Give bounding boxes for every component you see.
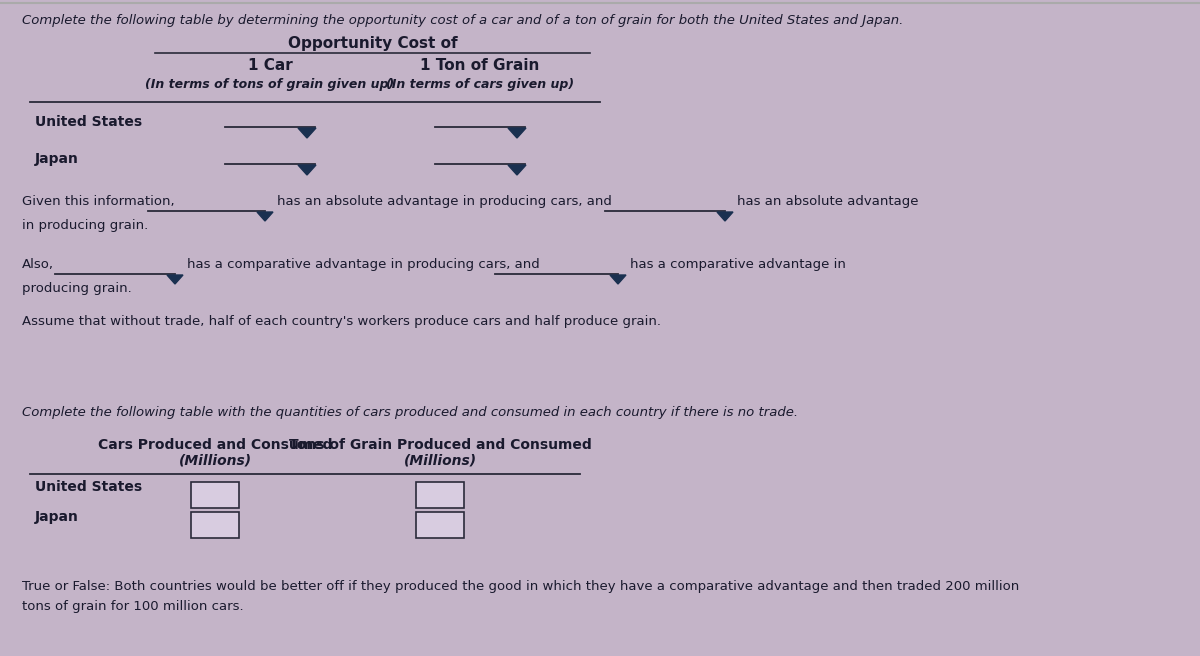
Text: Tons of Grain Produced and Consumed: Tons of Grain Produced and Consumed bbox=[289, 438, 592, 452]
Text: has a comparative advantage in: has a comparative advantage in bbox=[630, 258, 846, 271]
Polygon shape bbox=[610, 275, 626, 284]
Text: (Millions): (Millions) bbox=[403, 454, 476, 468]
Text: Also,: Also, bbox=[22, 258, 54, 271]
Text: producing grain.: producing grain. bbox=[22, 282, 132, 295]
Polygon shape bbox=[298, 128, 316, 138]
Text: in producing grain.: in producing grain. bbox=[22, 219, 149, 232]
Text: has an absolute advantage: has an absolute advantage bbox=[737, 195, 918, 208]
Polygon shape bbox=[167, 275, 182, 284]
Bar bbox=[191, 482, 239, 508]
Polygon shape bbox=[508, 165, 526, 175]
Polygon shape bbox=[718, 212, 733, 221]
Polygon shape bbox=[257, 212, 274, 221]
Text: True or False: Both countries would be better off if they produced the good in w: True or False: Both countries would be b… bbox=[22, 580, 1019, 593]
Text: Complete the following table by determining the opportunity cost of a car and of: Complete the following table by determin… bbox=[22, 14, 904, 27]
Text: Cars Produced and Consumed: Cars Produced and Consumed bbox=[97, 438, 332, 452]
Polygon shape bbox=[298, 165, 316, 175]
Text: tons of grain for 100 million cars.: tons of grain for 100 million cars. bbox=[22, 600, 244, 613]
Bar bbox=[416, 482, 464, 508]
Bar bbox=[416, 512, 464, 538]
Text: Japan: Japan bbox=[35, 152, 79, 166]
Text: Japan: Japan bbox=[35, 510, 79, 524]
Text: (In terms of tons of grain given up): (In terms of tons of grain given up) bbox=[145, 78, 395, 91]
Text: Opportunity Cost of: Opportunity Cost of bbox=[288, 36, 457, 51]
Text: 1 Car: 1 Car bbox=[247, 58, 293, 73]
Text: 1 Ton of Grain: 1 Ton of Grain bbox=[420, 58, 540, 73]
Text: United States: United States bbox=[35, 115, 142, 129]
Text: Given this information,: Given this information, bbox=[22, 195, 175, 208]
Text: (Millions): (Millions) bbox=[179, 454, 252, 468]
Text: (In terms of cars given up): (In terms of cars given up) bbox=[386, 78, 574, 91]
Text: has a comparative advantage in producing cars, and: has a comparative advantage in producing… bbox=[187, 258, 540, 271]
Bar bbox=[191, 512, 239, 538]
Polygon shape bbox=[508, 128, 526, 138]
Text: Complete the following table with the quantities of cars produced and consumed i: Complete the following table with the qu… bbox=[22, 406, 798, 419]
Text: has an absolute advantage in producing cars, and: has an absolute advantage in producing c… bbox=[277, 195, 612, 208]
Text: United States: United States bbox=[35, 480, 142, 494]
Text: Assume that without trade, half of each country's workers produce cars and half : Assume that without trade, half of each … bbox=[22, 315, 661, 328]
